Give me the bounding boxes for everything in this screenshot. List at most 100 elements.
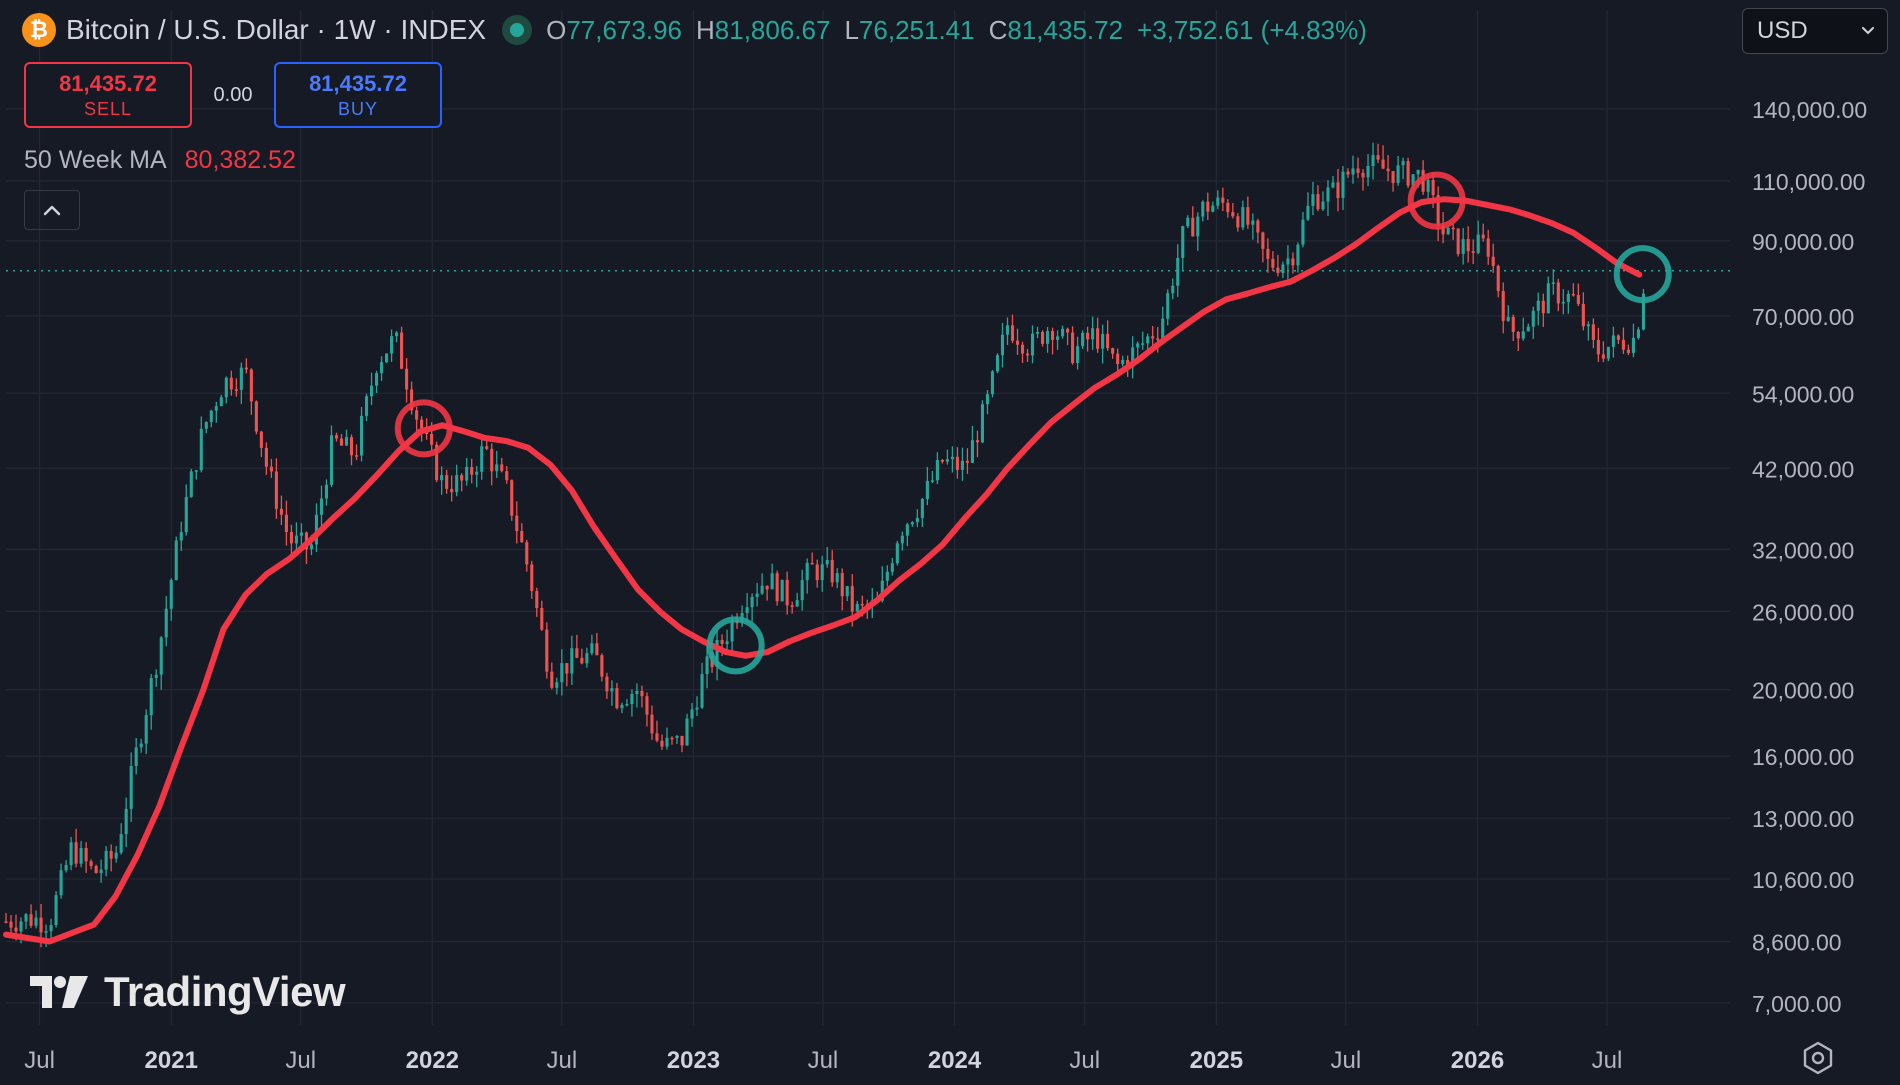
candle-body	[935, 459, 939, 481]
candle-body	[194, 470, 198, 472]
low-label: L	[844, 14, 859, 45]
currency-select[interactable]: USD	[1742, 8, 1888, 54]
candle-body	[1121, 359, 1125, 365]
candle-body	[109, 850, 113, 859]
candle-body	[1416, 169, 1420, 175]
candle-body	[124, 808, 128, 835]
candle-body	[1561, 301, 1565, 304]
candle-body	[945, 459, 949, 462]
candle-body	[1191, 217, 1195, 237]
price-axis: 140,000.00 110,000.00 90,000.00 70,000.00 54…	[1752, 97, 1867, 1017]
candle-body	[540, 607, 544, 630]
candle-body	[1591, 324, 1595, 340]
low-value: 76,251.41	[858, 14, 975, 45]
candle-body	[1496, 265, 1500, 292]
candle-body	[54, 895, 58, 926]
candle-body	[1356, 168, 1360, 173]
candle-body	[440, 475, 444, 481]
candle-body	[995, 355, 1000, 372]
candle-body	[1336, 182, 1340, 198]
candle-body	[149, 677, 153, 716]
candle-body	[375, 373, 379, 386]
collapse-legend-button[interactable]	[24, 190, 80, 230]
candle-body	[1361, 172, 1365, 178]
x-tick-label: 2026	[1451, 1047, 1504, 1074]
candle-body	[1316, 194, 1320, 210]
candle-body	[1521, 331, 1525, 339]
candle-body	[9, 921, 13, 928]
candle-body	[855, 603, 859, 612]
y-tick-label: 8,600.00	[1752, 929, 1842, 955]
candle-body	[1111, 348, 1115, 354]
candle-body	[329, 435, 334, 485]
candle-body	[354, 455, 359, 457]
candle-body	[595, 643, 599, 656]
sell-button[interactable]: 81,435.72 SELL	[24, 62, 192, 128]
candle-body	[339, 438, 344, 446]
candle-body	[680, 735, 684, 746]
candle-body	[1546, 283, 1550, 314]
y-tick-label: 90,000.00	[1752, 229, 1854, 255]
indicator-name: 50 Week MA	[24, 146, 167, 174]
chevron-up-icon	[43, 205, 61, 216]
market-status-icon[interactable]	[502, 15, 533, 45]
candle-body	[930, 480, 934, 482]
candle-body	[24, 914, 28, 922]
candle-body	[1396, 165, 1400, 183]
candle-body	[1581, 303, 1585, 327]
candle-body	[1091, 328, 1095, 340]
candle-body	[1281, 264, 1285, 273]
candle-body	[1606, 346, 1610, 359]
y-tick-label: 110,000.00	[1752, 169, 1865, 195]
candle-body	[555, 682, 559, 688]
high-value: 81,806.67	[714, 14, 831, 45]
candle-body	[289, 532, 293, 544]
candle-body	[1221, 197, 1225, 203]
buy-price: 81,435.72	[309, 70, 407, 96]
candle-body	[264, 447, 268, 467]
sell-label: SELL	[83, 98, 133, 119]
candle-body	[970, 440, 974, 463]
tradingview-logo-icon	[30, 976, 88, 1008]
candle-body	[334, 435, 339, 439]
indicator-legend[interactable]: 50 Week MA 80,382.52	[24, 146, 296, 175]
candle-body	[204, 422, 208, 429]
settings-gear-icon[interactable]	[1800, 1040, 1836, 1076]
chevron-down-icon	[1862, 27, 1874, 35]
trade-panel: 81,435.72 SELL 0.00 81,435.72 BUY	[24, 62, 442, 128]
candle-body	[179, 532, 183, 541]
candle-body	[84, 848, 88, 862]
tradingview-logo[interactable]: TradingView	[28, 968, 346, 1016]
y-tick-label: 54,000.00	[1752, 381, 1854, 407]
buy-button[interactable]: 81,435.72 BUY	[274, 62, 442, 128]
candle-body	[770, 573, 774, 590]
candle-body	[1566, 293, 1570, 302]
candle-body	[1456, 228, 1460, 254]
candle-body	[1501, 291, 1505, 321]
candle-body	[835, 573, 839, 583]
candle-body	[775, 573, 779, 602]
candle-body	[104, 850, 108, 870]
candle-body	[1166, 293, 1170, 319]
candle-body	[114, 852, 118, 859]
candle-body	[1631, 337, 1635, 353]
candle-body	[525, 542, 529, 565]
crossover-circle	[706, 616, 765, 675]
candle-body	[535, 591, 539, 608]
candle-body	[1201, 201, 1205, 217]
x-tick-label: Jul	[1331, 1047, 1362, 1074]
chart-header: ₿ Bitcoin / U.S. Dollar · 1W · INDEX O77…	[22, 12, 1367, 48]
candle-body	[1101, 333, 1105, 349]
candle-body	[139, 743, 143, 748]
candle-body	[1256, 220, 1260, 233]
candle-body	[1136, 343, 1140, 348]
candle-body	[1596, 339, 1600, 355]
candle-body	[530, 564, 534, 592]
candle-body	[1020, 344, 1025, 354]
symbol-title[interactable]: Bitcoin / U.S. Dollar · 1W · INDEX	[66, 14, 487, 45]
candle-body	[800, 580, 804, 601]
candle-body	[910, 522, 914, 525]
candle-body	[435, 444, 439, 481]
candle-body	[59, 870, 63, 896]
